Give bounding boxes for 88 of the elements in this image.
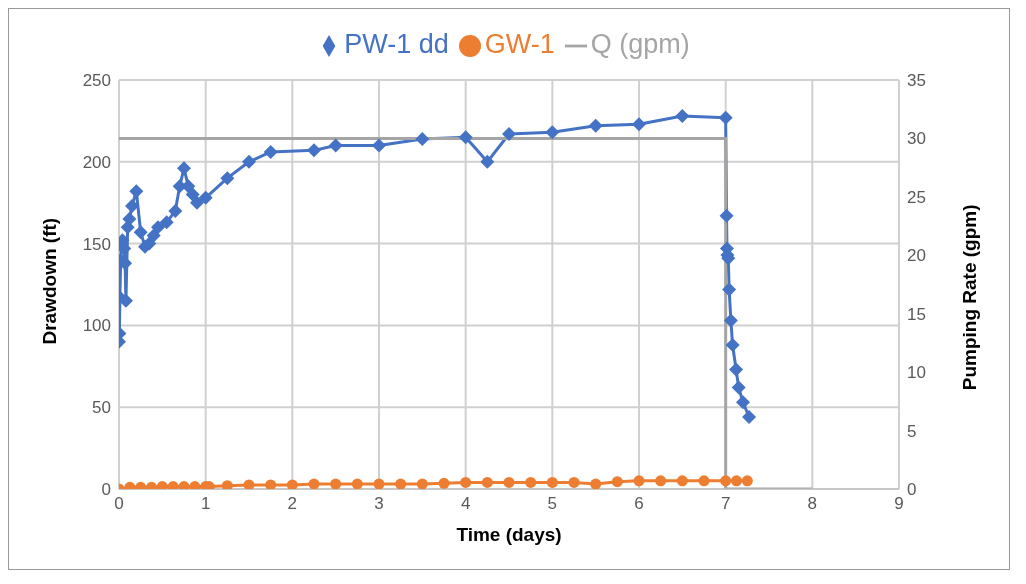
point [133,225,148,240]
y2-axis-title: Pumping Rate (gpm) [958,204,980,391]
x-tick-label: 8 [807,494,818,514]
point [263,144,278,159]
point [265,479,277,489]
y2-tick-label: 20 [907,246,926,266]
point [611,476,623,488]
y-tick-label: 0 [101,480,111,500]
point [655,475,667,487]
point [221,480,233,489]
point [590,478,602,489]
point [720,475,732,487]
point [460,476,472,488]
point [119,293,133,308]
point [722,282,737,297]
point [676,475,688,487]
point [330,478,342,489]
y-axis-title: Drawdown (ft) [38,217,60,345]
legend-label: GW-1 [484,29,555,59]
point [698,475,710,487]
point [220,171,235,186]
point [741,475,753,487]
point [190,195,204,210]
x-tick-label: 5 [547,494,558,514]
point [588,118,603,133]
y-tick-label: 100 [82,316,111,336]
x-tick-label: 7 [720,494,731,514]
point [151,220,165,235]
point [725,338,740,353]
point [568,476,580,488]
point [242,154,256,169]
point [168,203,183,218]
x-tick-label: 4 [460,494,471,514]
x-tick-label: 6 [634,494,644,514]
point [675,108,690,123]
point [308,478,320,489]
point [481,476,493,488]
y2-tick-label: 35 [907,71,926,91]
point [458,130,473,145]
point [632,117,646,132]
x-tick-label: 2 [287,494,298,514]
point [328,138,343,153]
point [372,138,386,153]
x-axis-title: Time (days) [456,524,562,545]
point [373,478,385,489]
y2-tick-label: 5 [907,421,917,441]
point [438,477,450,489]
point [742,410,757,425]
x-tick-label: 3 [374,494,384,514]
point [198,190,213,205]
point [480,154,495,169]
y2-tick-label: 10 [907,363,926,383]
legend-label: Q (gpm) [590,29,690,59]
point [125,198,139,213]
point [243,479,255,489]
point [731,380,746,395]
point [633,475,645,487]
legend-label: PW-1 dd [344,29,449,59]
point [723,313,738,328]
point [416,478,428,489]
y2-tick-label: 15 [907,304,926,324]
point [718,110,733,125]
point [415,131,430,146]
x-tick-label: 1 [200,494,211,514]
point [159,215,174,230]
y2-tick-label: 30 [907,129,926,149]
x-tick-label: 0 [114,494,124,514]
y2-tick-label: 25 [907,187,926,207]
point [736,395,750,410]
y-tick-label: 200 [82,152,111,172]
y-tick-label: 50 [92,398,111,418]
point [525,476,537,488]
point [729,362,744,377]
x-tick-label: 9 [894,494,904,514]
point [502,126,516,141]
point [503,476,515,488]
point [351,478,363,489]
point [545,125,560,140]
point [307,143,321,158]
y-tick-label: 250 [82,71,111,91]
point [731,475,742,487]
point [286,479,298,489]
point [395,478,407,489]
point [129,184,144,199]
point [719,208,734,223]
y2-tick-label: 0 [907,480,917,500]
y-tick-label: 150 [82,234,111,254]
point [546,476,558,488]
